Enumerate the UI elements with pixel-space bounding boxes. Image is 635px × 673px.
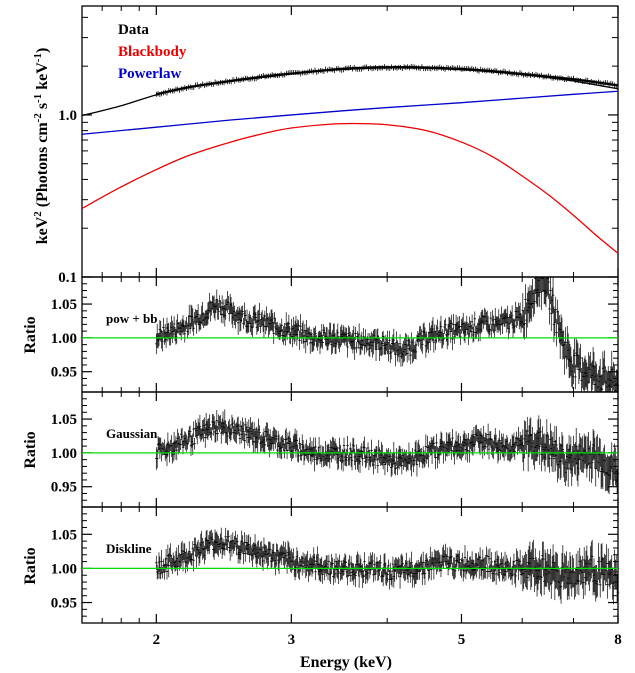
ratio-y-tick-label-gaussian: 0.95: [51, 480, 77, 496]
panel-label-diskline: Diskline: [106, 541, 152, 556]
blackbody-series-line: [81, 122, 619, 254]
spectrum-y-tick-label: 1.0: [58, 108, 77, 124]
ratio-y-tick-label-diskline: 1.00: [51, 561, 77, 577]
ratio-y-axis-label-pow-bb: Ratio: [22, 316, 39, 353]
ratio-y-tick-label-pow-bb: 0.95: [51, 365, 77, 381]
ratio-y-tick-label-gaussian: 1.00: [51, 446, 77, 462]
x-tick-label: 5: [458, 632, 466, 648]
ratio-y-tick-label-diskline: 0.95: [51, 596, 77, 612]
spectrum-y-axis-label: keV2 (Photons cm-2 s-1 keV-1): [32, 48, 51, 245]
panel-label-pow-bb: pow + bb: [106, 311, 158, 326]
panel-label-gaussian: Gaussian: [106, 426, 158, 441]
x-axis-label: Energy (keV): [300, 654, 392, 671]
spectrum-y-tick-label: 0.1: [58, 270, 77, 286]
legend-entry-data: Data: [118, 22, 149, 38]
ratio-y-tick-label-diskline: 1.05: [51, 527, 77, 543]
ratio-y-tick-label-gaussian: 1.05: [51, 412, 77, 428]
ratio-y-tick-label-pow-bb: 1.05: [51, 297, 77, 313]
x-tick-label: 8: [614, 632, 622, 648]
ratio-panel-diskline-frame: [81, 506, 619, 624]
chart-marks: 1.0 0.1 1.05 1.00 0.95 1.05 1.00 0.95 1.05 1.00 0.…: [51, 6, 622, 648]
legend-entry-powerlaw: Powerlaw: [118, 66, 181, 82]
ratio-y-axis-label-diskline: Ratio: [22, 547, 39, 584]
powerlaw-series-line: [81, 90, 619, 135]
x-tick-label: 2: [153, 632, 161, 648]
legend-entry-blackbody: Blackbody: [118, 44, 187, 60]
ratio-y-tick-label-pow-bb: 1.00: [51, 331, 77, 347]
x-tick-label: 3: [288, 632, 296, 648]
ratio-y-axis-label-gaussian: Ratio: [22, 431, 39, 468]
